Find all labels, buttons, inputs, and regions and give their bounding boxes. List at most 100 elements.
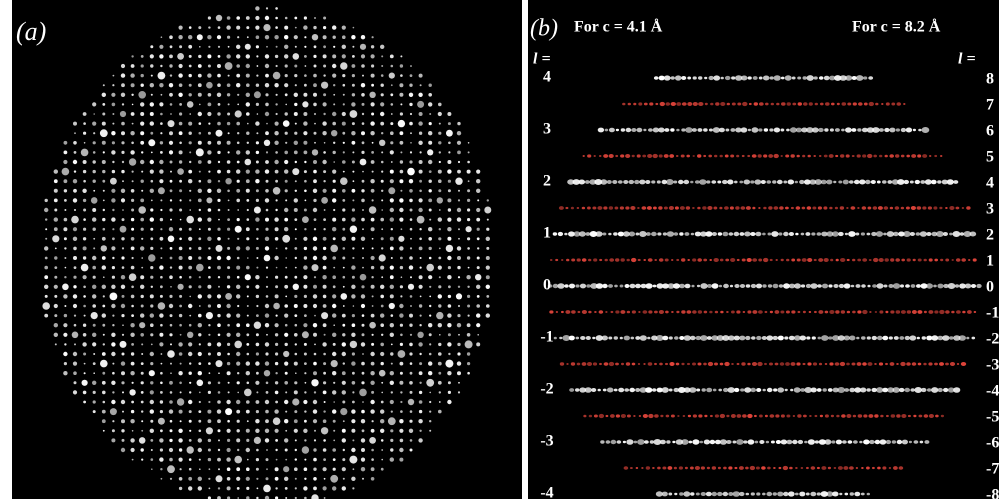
- spot: [121, 189, 125, 193]
- spot: [638, 102, 642, 105]
- spot: [467, 333, 471, 337]
- spot: [322, 342, 326, 346]
- spot: [83, 401, 86, 404]
- spot: [918, 363, 922, 366]
- spot: [216, 15, 222, 21]
- spot: [438, 266, 442, 270]
- spot: [236, 150, 240, 154]
- spot: [255, 179, 259, 183]
- spot: [636, 467, 639, 469]
- spot: [256, 372, 259, 375]
- spot: [621, 363, 624, 365]
- spot: [968, 259, 970, 261]
- spot: [457, 141, 461, 145]
- spot: [410, 372, 413, 375]
- spot: [226, 54, 230, 58]
- spot: [218, 439, 220, 441]
- spot: [275, 477, 279, 481]
- spot: [227, 467, 231, 471]
- spot: [199, 276, 201, 278]
- spot: [920, 180, 925, 184]
- spot: [714, 258, 719, 262]
- spot: [217, 352, 221, 356]
- spot: [139, 322, 145, 328]
- spot: [217, 458, 221, 462]
- spot: [448, 304, 452, 308]
- spot: [151, 180, 154, 183]
- spot: [956, 310, 961, 314]
- spot: [351, 419, 355, 423]
- spot: [391, 65, 394, 68]
- spot: [821, 335, 829, 341]
- spot: [132, 171, 134, 173]
- spot: [141, 171, 143, 173]
- spot: [54, 227, 58, 231]
- spot: [237, 209, 239, 211]
- spot: [44, 314, 48, 318]
- spot: [763, 207, 766, 210]
- spot: [410, 151, 412, 153]
- spot: [901, 259, 905, 262]
- spot: [585, 387, 592, 393]
- spot: [650, 440, 654, 443]
- spot: [140, 218, 144, 222]
- spot: [255, 16, 259, 20]
- spot: [591, 388, 596, 392]
- spot: [691, 285, 694, 288]
- spot: [313, 409, 317, 413]
- spot: [332, 352, 336, 356]
- spot: [677, 415, 679, 417]
- spot: [797, 77, 801, 80]
- spot: [607, 388, 614, 393]
- spot: [802, 258, 807, 262]
- spot: [111, 217, 115, 221]
- spot: [247, 459, 249, 461]
- spot: [236, 438, 240, 442]
- spot: [333, 180, 336, 183]
- spot: [217, 256, 221, 260]
- spot: [228, 209, 230, 211]
- spot: [246, 170, 250, 174]
- spot: [158, 418, 165, 425]
- spot: [419, 353, 421, 355]
- spot: [823, 206, 827, 209]
- spot: [638, 363, 640, 365]
- spot: [806, 467, 809, 469]
- spot: [715, 102, 719, 105]
- spot: [909, 441, 912, 443]
- spot: [189, 315, 191, 317]
- spot: [122, 266, 125, 269]
- spot: [295, 324, 298, 327]
- spot: [304, 151, 308, 155]
- heading: For c = 4.1 Å: [574, 18, 663, 36]
- spot: [706, 388, 712, 393]
- spot: [313, 160, 317, 164]
- spot: [886, 415, 889, 417]
- spot: [218, 334, 221, 337]
- spot: [169, 141, 173, 145]
- spot: [150, 400, 154, 404]
- spot: [833, 181, 836, 183]
- spot: [122, 324, 124, 326]
- spot: [151, 468, 153, 470]
- spot: [592, 337, 595, 339]
- spot: [294, 141, 298, 145]
- spot: [227, 36, 230, 39]
- spot: [170, 266, 172, 268]
- spot: [687, 259, 690, 261]
- spot: [179, 305, 182, 308]
- spot: [447, 275, 451, 279]
- spot: [83, 286, 86, 289]
- spot: [874, 363, 877, 365]
- spot: [468, 151, 470, 153]
- spot: [881, 103, 883, 105]
- spot: [381, 247, 383, 249]
- spot: [674, 493, 677, 495]
- spot: [150, 304, 153, 307]
- spot: [132, 180, 134, 182]
- spot: [861, 493, 865, 496]
- spot: [198, 247, 201, 250]
- spot: [180, 420, 182, 422]
- spot: [840, 154, 844, 157]
- spot: [438, 132, 441, 135]
